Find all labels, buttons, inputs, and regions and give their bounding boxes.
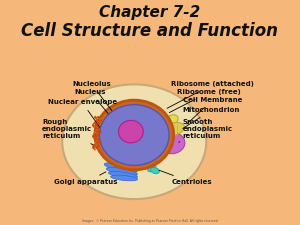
Ellipse shape [95, 100, 174, 170]
Ellipse shape [160, 122, 184, 136]
Text: Nucleus: Nucleus [75, 89, 120, 128]
Text: Centrioles: Centrioles [159, 170, 212, 185]
Ellipse shape [118, 120, 143, 143]
Text: Golgi apparatus: Golgi apparatus [54, 172, 118, 185]
Text: Images:  © Pearson Education Inc. Publishing as Pearson Prentice Hall. All right: Images: © Pearson Education Inc. Publish… [82, 219, 218, 223]
Text: Cell Structure and Function: Cell Structure and Function [22, 22, 278, 40]
Text: Ribosome (free): Ribosome (free) [169, 89, 241, 112]
Text: Cell Membrane: Cell Membrane [183, 97, 242, 124]
Text: Smooth
endoplasmic
reticulum: Smooth endoplasmic reticulum [179, 119, 233, 142]
Ellipse shape [109, 171, 137, 178]
Ellipse shape [148, 164, 156, 172]
Text: Mitochondrion: Mitochondrion [183, 107, 240, 128]
Ellipse shape [165, 115, 178, 126]
Ellipse shape [106, 167, 137, 176]
Ellipse shape [104, 163, 137, 172]
Text: Nuclear envelope: Nuclear envelope [48, 99, 117, 131]
Ellipse shape [97, 114, 113, 127]
Ellipse shape [111, 175, 138, 181]
Ellipse shape [151, 167, 159, 174]
Ellipse shape [96, 135, 111, 146]
Text: Rough
endoplasmic
reticulum: Rough endoplasmic reticulum [42, 119, 95, 146]
Ellipse shape [158, 132, 185, 154]
Text: Ribosome (attached): Ribosome (attached) [167, 81, 254, 108]
Text: Chapter 7-2: Chapter 7-2 [99, 4, 201, 20]
Text: Nucleolus: Nucleolus [72, 81, 122, 124]
Ellipse shape [62, 84, 206, 199]
Ellipse shape [99, 105, 169, 165]
